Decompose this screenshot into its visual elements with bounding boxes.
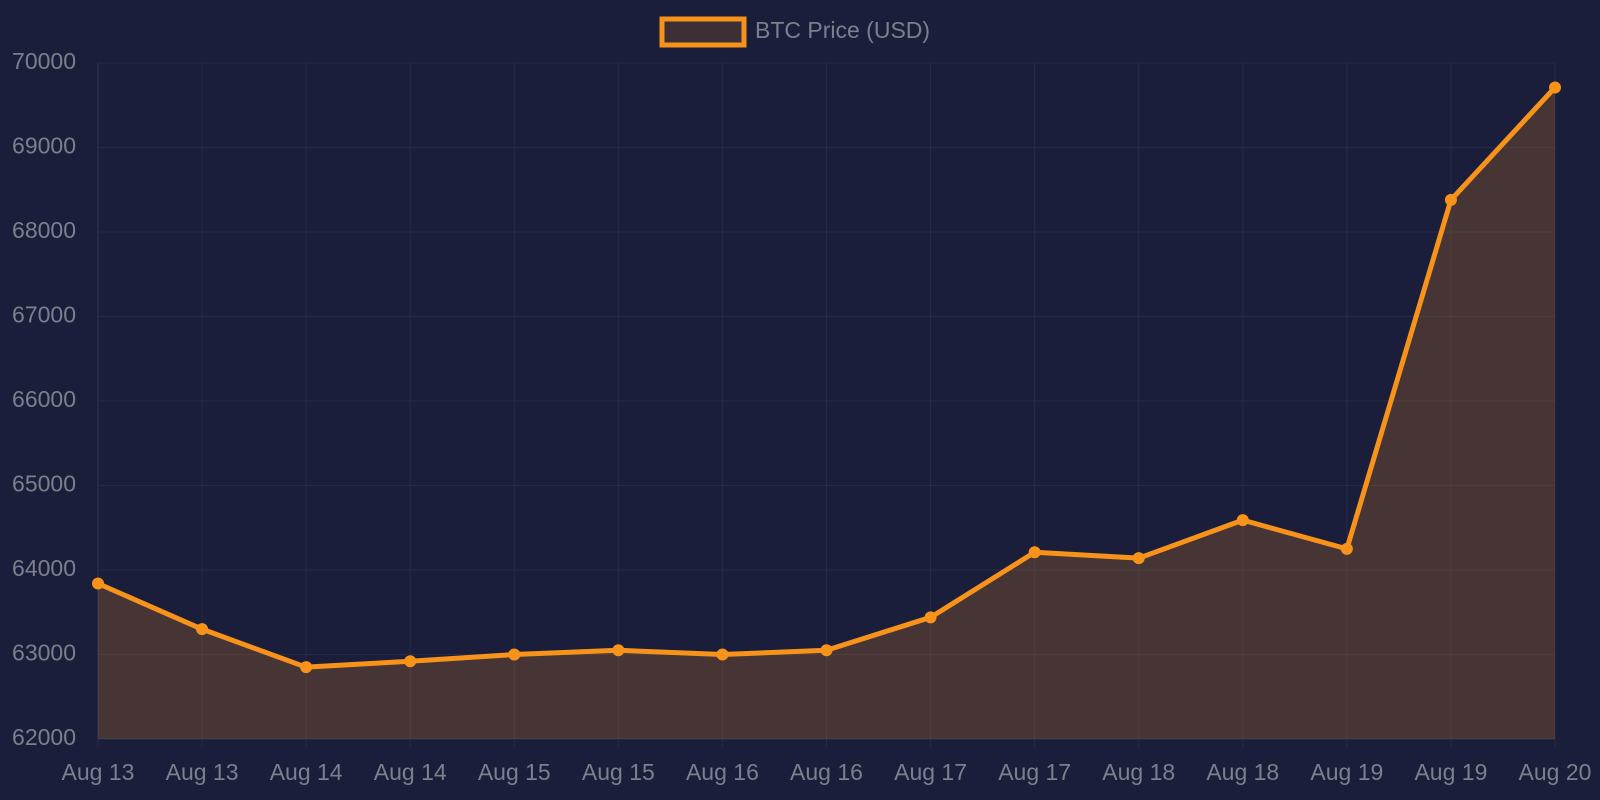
point[interactable] xyxy=(1340,542,1353,555)
point[interactable] xyxy=(300,661,313,674)
x-tick-label: Aug 13 xyxy=(166,759,239,785)
x-tick-label: Aug 19 xyxy=(1310,759,1383,785)
point[interactable] xyxy=(820,644,833,657)
point[interactable] xyxy=(1549,81,1561,94)
point[interactable] xyxy=(1444,193,1457,206)
point[interactable] xyxy=(508,648,521,661)
x-tick-label: Aug 14 xyxy=(374,759,447,785)
y-tick-label: 64000 xyxy=(12,555,76,581)
x-tick-label: Aug 18 xyxy=(1102,759,1175,785)
y-tick-label: 62000 xyxy=(12,724,76,750)
point[interactable] xyxy=(1132,552,1145,565)
x-tick-label: Aug 13 xyxy=(62,759,135,785)
x-tick-label: Aug 19 xyxy=(1414,759,1487,785)
y-tick-label: 66000 xyxy=(12,386,76,412)
x-tick-label: Aug 18 xyxy=(1206,759,1279,785)
point[interactable] xyxy=(716,648,729,661)
point[interactable] xyxy=(1028,546,1041,559)
point[interactable] xyxy=(92,577,104,590)
point[interactable] xyxy=(196,623,209,636)
x-tick-label: Aug 14 xyxy=(270,759,343,785)
point[interactable] xyxy=(612,644,625,657)
x-tick-label: Aug 20 xyxy=(1519,759,1592,785)
point[interactable] xyxy=(1236,514,1249,527)
x-tick-label: Aug 16 xyxy=(790,759,863,785)
point[interactable] xyxy=(924,611,937,624)
x-tick-label: Aug 17 xyxy=(998,759,1071,785)
x-tick-label: Aug 15 xyxy=(478,759,551,785)
area xyxy=(98,87,1555,739)
legend-swatch[interactable] xyxy=(659,16,747,48)
y-tick-label: 70000 xyxy=(12,48,76,74)
y-tick-label: 63000 xyxy=(12,640,76,666)
y-tick-label: 65000 xyxy=(12,471,76,497)
legend-label[interactable]: BTC Price (USD) xyxy=(755,17,930,43)
x-tick-label: Aug 17 xyxy=(894,759,967,785)
y-tick-label: 67000 xyxy=(12,302,76,328)
x-tick-label: Aug 15 xyxy=(582,759,655,785)
y-tick-label: 69000 xyxy=(12,133,76,159)
x-tick-label: Aug 16 xyxy=(686,759,759,785)
y-tick-label: 68000 xyxy=(12,217,76,243)
point[interactable] xyxy=(404,655,417,668)
